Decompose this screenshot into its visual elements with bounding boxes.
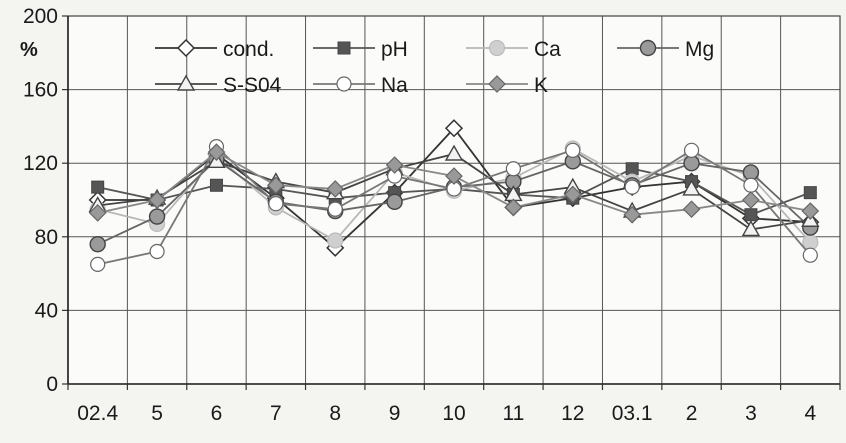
data-point-ca xyxy=(327,232,344,249)
x-tick-label: 02.4 xyxy=(77,402,118,425)
x-tick-label: 6 xyxy=(211,402,223,425)
data-point-na xyxy=(565,142,581,158)
y-axis-unit-label: % xyxy=(20,39,38,61)
data-point-k xyxy=(385,156,404,174)
x-tick-label: 11 xyxy=(502,402,524,425)
data-point-mg xyxy=(148,208,166,225)
legend-label-mg: Mg xyxy=(685,38,714,61)
legend-label-k: K xyxy=(534,74,548,97)
data-point-na xyxy=(268,196,284,212)
data-point-k xyxy=(742,191,760,209)
y-tick-label: 40 xyxy=(35,299,58,322)
y-tick-label: 120 xyxy=(23,152,58,175)
legend-entry-mg: Mg xyxy=(617,38,714,61)
data-point-s-s04 xyxy=(444,144,464,161)
x-tick-label: 2 xyxy=(686,402,698,425)
legend-entry-na: Na xyxy=(313,74,408,97)
x-tick-label: 9 xyxy=(389,402,401,425)
data-point-k xyxy=(207,143,226,162)
legend-marker-s-s04 xyxy=(176,74,196,91)
data-point-ph xyxy=(91,180,105,194)
x-tick-label: 7 xyxy=(270,402,282,425)
data-point-k xyxy=(445,167,463,185)
data-point-mg xyxy=(683,154,700,172)
data-point-k xyxy=(623,205,642,224)
series-k xyxy=(88,143,820,224)
axis-layer: 0 40 80 120 160 200 02.4 5 6 7 8 9 10 11 12 03.1 2 3 4 xyxy=(23,5,841,425)
data-point-mg xyxy=(89,235,106,253)
data-point-k xyxy=(563,185,582,204)
data-point-na xyxy=(743,177,759,193)
y-tick-label: 80 xyxy=(35,226,58,249)
data-point-na xyxy=(149,243,165,260)
x-tick-label: 03.1 xyxy=(612,402,653,425)
data-point-k xyxy=(326,180,345,198)
legend-entry-k: K xyxy=(466,74,548,97)
legend-entry-s-s04: S-S04 xyxy=(155,74,282,97)
data-point-ph xyxy=(209,178,223,192)
x-tick-label: 10 xyxy=(442,402,465,425)
legend-label-cond: cond. xyxy=(223,38,274,61)
x-tick-label: 5 xyxy=(151,402,163,425)
legend-label-na: Na xyxy=(381,74,408,97)
data-point-na xyxy=(802,247,818,263)
x-tick-label: 12 xyxy=(561,402,584,425)
data-point-ca xyxy=(802,234,819,251)
data-point-k xyxy=(682,200,701,219)
data-point-na xyxy=(327,201,343,217)
x-tick-label: 3 xyxy=(745,402,757,425)
legend-marker-na xyxy=(336,76,352,92)
legend-label-ph: pH xyxy=(381,38,408,61)
series-layer xyxy=(88,119,820,272)
legend-label-s-s04: S-S04 xyxy=(223,74,282,97)
data-point-ph xyxy=(744,208,758,222)
legend: cond. pH Ca Mg S-S04 Na K xyxy=(155,38,714,97)
data-point-k xyxy=(148,191,166,209)
data-point-na xyxy=(683,142,700,158)
data-point-k xyxy=(266,176,285,195)
data-point-ph xyxy=(625,162,639,176)
x-tick-label: 8 xyxy=(329,402,341,425)
legend-marker-ca xyxy=(488,39,506,57)
y-tick-label: 0 xyxy=(46,373,58,396)
data-point-na xyxy=(624,179,640,195)
legend-marker-mg xyxy=(639,39,657,57)
data-point-na xyxy=(505,161,521,177)
data-point-k xyxy=(801,202,820,220)
legend-marker-ph xyxy=(337,41,351,55)
data-point-s-s04 xyxy=(741,220,761,237)
legend-marker-cond xyxy=(176,38,196,58)
legend-entry-ca: Ca xyxy=(466,38,561,61)
data-point-k xyxy=(504,198,523,217)
data-point-ph xyxy=(803,186,817,200)
data-point-na xyxy=(90,256,106,272)
data-point-mg xyxy=(386,193,403,211)
legend-label-ca: Ca xyxy=(534,38,561,61)
data-point-mg xyxy=(742,164,760,181)
legend-entry-ph: pH xyxy=(313,38,408,61)
y-tick-label: 160 xyxy=(23,79,58,102)
data-point-s-s04 xyxy=(682,179,701,196)
x-tick-label: 4 xyxy=(804,402,816,425)
plot-area xyxy=(68,16,840,384)
legend-marker-k xyxy=(488,75,506,93)
y-tick-label: 200 xyxy=(23,5,58,28)
legend-entry-cond: cond. xyxy=(155,38,274,61)
data-point-cond xyxy=(444,119,464,138)
data-point-k xyxy=(88,204,107,222)
